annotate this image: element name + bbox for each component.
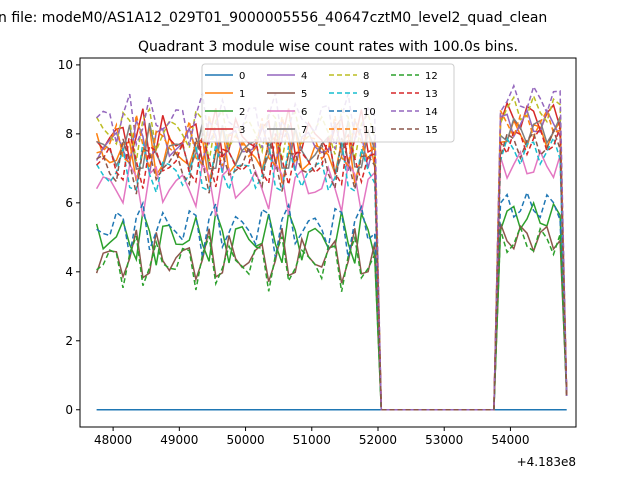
y-tick-label: 4	[65, 265, 73, 279]
series-line-15	[96, 128, 568, 411]
x-tick-label: 52000	[359, 433, 397, 447]
x-tick-label: 48000	[94, 433, 132, 447]
x-tick-label: 50000	[226, 433, 264, 447]
chart-title: Quadrant 3 module wise count rates with …	[138, 39, 518, 55]
legend-label-2: 2	[239, 107, 245, 118]
x-tick-label: 49000	[160, 433, 198, 447]
legend-label-7: 7	[301, 125, 307, 136]
legend-label-3: 3	[239, 125, 245, 136]
legend-label-8: 8	[363, 71, 369, 82]
legend-label-13: 13	[425, 89, 438, 100]
y-tick-label: 6	[65, 196, 73, 210]
legend-label-5: 5	[301, 89, 307, 100]
legend-label-10: 10	[363, 107, 376, 118]
legend-frame	[201, 63, 455, 143]
y-tick-label: 8	[65, 127, 73, 141]
legend-label-0: 0	[239, 71, 245, 82]
legend-label-14: 14	[425, 107, 438, 118]
axis-layer: 48000 49000 50000 51000 52000 53000 54000 0 2 4 6 8…	[58, 58, 530, 447]
y-tick-label: 0	[65, 403, 73, 417]
y-tick-label: 10	[58, 58, 73, 72]
x-offset-label: +4.183e8	[517, 455, 576, 469]
legend-label-4: 4	[301, 71, 307, 82]
legend-label-12: 12	[425, 71, 438, 82]
legend-label-6: 6	[301, 107, 307, 118]
x-tick-label: 53000	[425, 433, 463, 447]
figure-suptitle: n file: modeM0/AS1A12_029T01_9000005556_…	[0, 10, 547, 26]
series-line-13	[96, 126, 568, 411]
legend-label-9: 9	[363, 89, 369, 100]
plot-frame	[79, 57, 577, 428]
x-tick-label: 51000	[293, 433, 331, 447]
legend-label-1: 1	[239, 89, 245, 100]
legend-label-15: 15	[425, 125, 438, 136]
legend-label-11: 11	[363, 125, 376, 136]
x-tick-label: 54000	[491, 433, 529, 447]
y-tick-label: 2	[65, 334, 73, 348]
